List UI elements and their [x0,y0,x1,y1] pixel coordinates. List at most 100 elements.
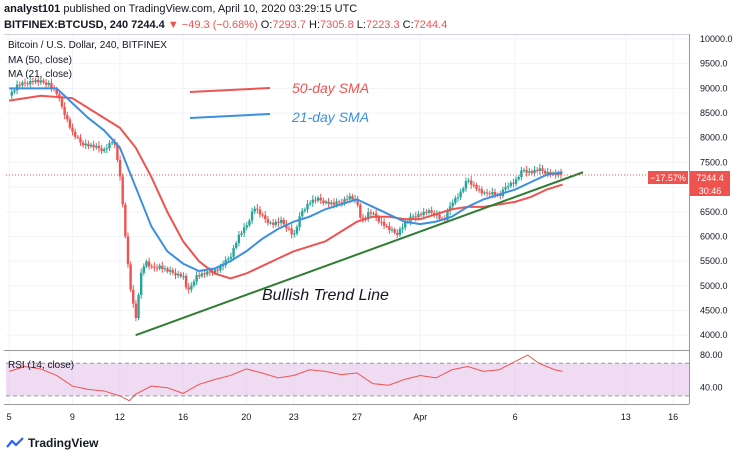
candle-body [158,265,161,269]
footer-brand[interactable]: TradingView [6,436,98,450]
price-tags: −17.57% 7244.4 30:46 [648,171,730,196]
symbol-label[interactable]: BITFINEX:BTCUSD, 240 [4,19,129,31]
header-line-2: BITFINEX:BTCUSD, 240 7244.4 ▼ −49.3 (−0.… [4,19,447,31]
ma21-legend: MA (21, close) [8,69,72,80]
candle-body [66,115,69,120]
candle-body [543,170,547,174]
candle-body [261,214,264,216]
candle-body [390,229,394,231]
sma21-annotation-line [189,113,271,119]
candle-body [308,202,312,204]
candle-body [124,204,127,237]
price-tick-label: 7500.0 [700,157,728,167]
candle-body [345,199,349,201]
candle-body [330,202,333,205]
open-label: O: [260,19,273,31]
candle-body [517,177,520,180]
price-tick-label: 4000.0 [700,330,728,340]
candle-body [533,169,536,174]
candle-body [404,222,407,228]
grid [6,34,689,404]
candle-body [147,261,151,267]
candle-body [388,226,391,231]
rsi-band [6,363,689,396]
price-chart[interactable]: RSI (14, close) Bitcoin / U.S. Dollar, 2… [0,0,740,430]
candle-body [393,229,396,233]
candle-body [153,266,156,268]
rsi-tick-label: 80.00 [700,350,723,360]
candle-body [145,261,148,267]
candle-body [316,197,320,201]
candle-body [200,273,204,277]
trend-annotation: Bullish Trend Line [262,287,389,304]
candle-body [71,127,74,132]
candle-body [493,192,497,196]
candle-body [21,82,24,86]
candle-body [10,91,14,96]
candle-body [374,213,378,218]
candle-body [79,137,82,143]
candle-body [430,210,433,213]
candle-body [97,145,101,149]
rsi-pane: RSI (14, close) [6,354,689,402]
candle-body [187,287,190,290]
candle-body [475,184,478,190]
candle-body [367,212,370,218]
candle-body [216,269,219,271]
candle-body [380,221,383,223]
candle-body [242,227,246,234]
candle-body [456,197,460,199]
time-tick-label: 23 [289,412,299,422]
time-tick-label: 16 [668,412,678,422]
candle-body [446,211,449,221]
candle-body [23,82,27,84]
candle-body [459,191,462,198]
candle-body [118,159,122,177]
candle-body [176,273,180,276]
candle-body [213,269,217,274]
candle-body [301,211,304,217]
candle-body [340,202,344,204]
candle-body [219,266,222,271]
price-tick-label: 9500.0 [700,59,728,69]
candle-body [264,215,267,220]
candle-body [179,273,182,277]
candle-body [448,206,452,212]
main-pane-top-border [4,34,689,35]
candle-body [137,295,140,319]
candle-body [377,217,381,222]
time-axis[interactable]: 5 9 12 16 20 23 27 Apr 6 13 16 [7,412,679,422]
candle-body [528,171,531,173]
open-value: 7293.7 [272,19,306,31]
candle-body [73,131,77,137]
candle-body [477,189,481,191]
candle-body [50,82,53,88]
time-tick-label: 16 [178,412,188,422]
high-value: 7305.8 [320,19,354,31]
time-tick-label: Apr [413,412,427,422]
time-axis-border [4,404,689,405]
time-tick-label: 20 [241,412,251,422]
candle-body [504,187,507,190]
candle-body [169,270,172,272]
author[interactable]: analyst101 [4,3,61,15]
candles [10,76,563,322]
price-tick-label: 4500.0 [700,306,728,316]
candle-body [253,208,256,212]
candle-body [134,303,138,319]
header-line-1: analyst101 published on TradingView.com,… [4,3,357,15]
low-label: L: [356,19,366,31]
candle-body [271,222,275,225]
candle-body [314,199,317,201]
candle-body [190,285,193,290]
candle-body [559,173,563,175]
candle-body [126,236,130,265]
candle-body [150,266,153,268]
candle-body [512,182,515,184]
candle-body [39,80,43,83]
candle-body [322,200,325,204]
candle-body [464,181,468,189]
candle-body [522,170,526,172]
candle-body [34,80,37,83]
price-tag-bg [690,171,730,184]
